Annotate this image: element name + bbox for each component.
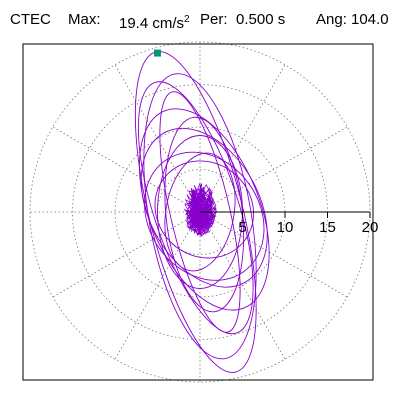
- trace-loop-11: [154, 160, 254, 259]
- radial-tick-label-3: 15: [319, 219, 336, 236]
- max-value-text: 19.4 cm/s: [119, 15, 185, 32]
- grid-spoke-240: [114, 211, 201, 360]
- max-value-exponent: 2: [184, 14, 190, 25]
- angle-label: Ang:: [316, 11, 347, 28]
- radial-tick-label-1: 5: [238, 219, 246, 236]
- trace-loop-3: [137, 81, 254, 335]
- radial-axis: 5 10 15 20: [200, 211, 379, 236]
- motion-trace: [134, 51, 270, 373]
- plot-frame: [22, 43, 374, 381]
- grid-spoke-330: [199, 211, 348, 298]
- peak-marker-group: [154, 49, 161, 57]
- grid-spoke-30: [199, 126, 348, 213]
- radial-tick-label-4: 20: [362, 219, 379, 236]
- trace-loop-7: [140, 127, 268, 288]
- grid-spoke-300: [199, 211, 286, 360]
- peak-marker: [154, 49, 161, 57]
- grid-spoke-60: [199, 64, 286, 213]
- plot-header: CTEC Max: 19.4 cm/s2 Per: 0.500 s Ang: 1…: [0, 8, 400, 34]
- trace-loop-9: [144, 151, 265, 281]
- grid-spoke-210: [52, 211, 201, 298]
- trace-loop-5: [138, 108, 270, 311]
- grid-spoke-120: [114, 64, 201, 213]
- trace-core-cluster: [183, 182, 218, 237]
- radial-tick-label-2: 10: [277, 219, 294, 236]
- station-code: CTEC: [10, 11, 51, 28]
- angle-value: 104.0: [351, 11, 389, 28]
- max-label: Max:: [68, 11, 101, 28]
- period-label: Per:: [200, 11, 228, 28]
- grid-spoke-150: [52, 126, 201, 213]
- period-value: 0.500 s: [236, 11, 286, 28]
- max-value: 19.4 cm/s2: [119, 8, 190, 36]
- trace-loop-4: [159, 91, 241, 333]
- trace-loop-2: [143, 73, 257, 360]
- trace-loop-10: [164, 152, 236, 272]
